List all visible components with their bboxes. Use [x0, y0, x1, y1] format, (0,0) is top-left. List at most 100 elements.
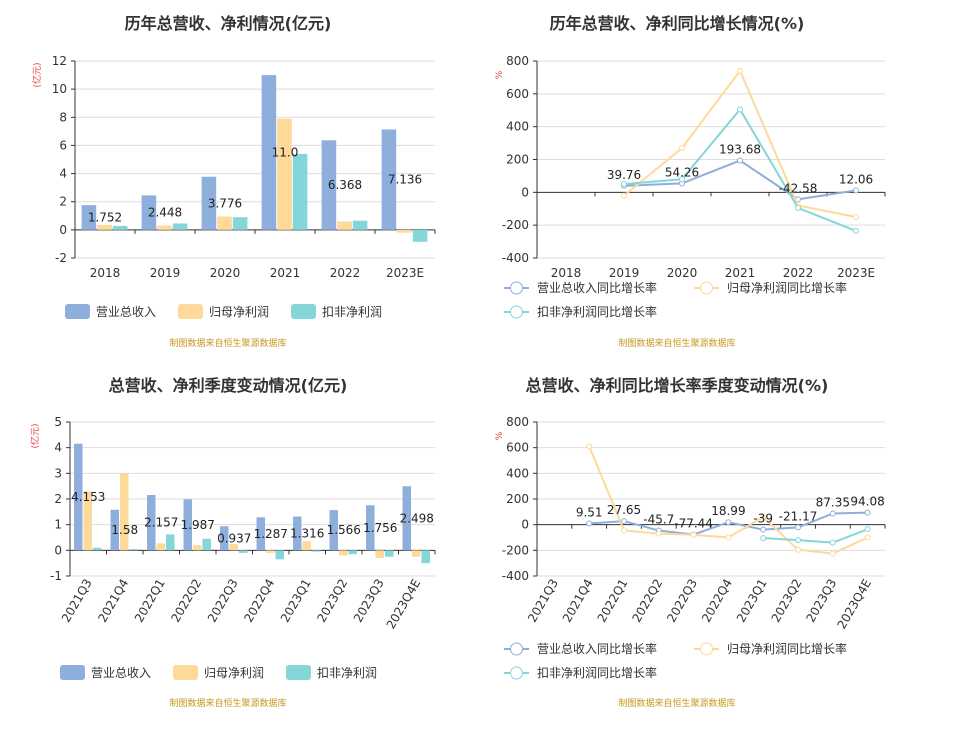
y-tick-label: 1 [54, 518, 62, 532]
legend-label-1: 营业总收入同比增长率 [537, 280, 657, 295]
series-point-1 [725, 519, 732, 526]
y-tick-label: 12 [52, 54, 67, 68]
series-point-2 [864, 534, 871, 541]
bar-1 [74, 443, 83, 551]
x-tick-label: 2022 [783, 266, 814, 280]
data-label: 39.76 [607, 168, 641, 182]
data-label: 2.498 [400, 511, 434, 525]
bar-1 [201, 176, 217, 230]
x-tick-label: 2021 [725, 266, 756, 280]
bar-3 [172, 223, 188, 230]
data-label: 2.448 [148, 206, 182, 220]
legend-swatch-2 [178, 304, 203, 319]
bar-2 [339, 550, 348, 556]
bar-1 [381, 129, 397, 230]
bar-2 [229, 543, 238, 551]
y-unit-label: (亿元) [31, 62, 43, 87]
data-label: 0.937 [217, 531, 251, 545]
series-point-3 [760, 535, 767, 542]
bar-1 [321, 140, 337, 230]
bar-1 [256, 517, 266, 551]
x-tick-label: 2021Q4 [560, 577, 596, 625]
bar-1 [293, 516, 302, 551]
data-label: 9.51 [576, 505, 603, 519]
data-label: 193.68 [719, 143, 761, 157]
bar-3 [352, 220, 368, 230]
series-point-2 [690, 531, 697, 538]
bar-1 [402, 486, 412, 551]
y-tick-label: 8 [59, 110, 67, 124]
legend-swatch-3 [291, 304, 316, 319]
data-label: -45.7 [643, 513, 674, 527]
y-tick-label: -400 [502, 251, 529, 265]
chart-title: 总营收、净利同比增长率季度变动情况(%) [526, 376, 829, 395]
x-tick-label: 2023Q3 [351, 577, 387, 625]
data-label: -42.58 [779, 181, 818, 195]
y-tick-label: 0 [59, 223, 67, 237]
data-label: 4.153 [71, 490, 105, 504]
x-tick-label: 2022Q4 [241, 577, 277, 625]
series-point-3 [737, 106, 743, 113]
data-label: 12.06 [839, 172, 873, 186]
y-tick-label: 2 [54, 492, 62, 506]
chart-panel-3: 总营收、净利季度变动情况(亿元) (亿元) -1 0 1 2 3 4 5 2021Q3 2021Q4… [29, 376, 436, 709]
data-label: 6.368 [328, 178, 362, 192]
bar-3 [412, 229, 428, 242]
series-point-1 [621, 518, 627, 525]
data-label: 54.26 [665, 165, 699, 179]
data-label: 27.65 [607, 503, 641, 517]
chart-title: 总营收、净利季度变动情况(亿元) [109, 376, 348, 395]
source-note: 制图数据来自恒生聚源数据库 [169, 697, 286, 709]
bar-1 [147, 494, 156, 551]
y-tick-label: 0 [521, 518, 529, 532]
y-tick-label: 0 [54, 543, 62, 557]
x-tick-label: 2021 [270, 266, 301, 280]
bar-3 [232, 217, 248, 230]
x-tick-label: 2023E [837, 266, 875, 280]
series-point-2 [829, 550, 836, 557]
data-label: 87.35 [816, 495, 850, 509]
legend-label-2: 归母净利润 [204, 666, 264, 680]
series-point-1 [586, 520, 593, 527]
legend-marker-2 [700, 642, 713, 656]
series-point-2 [621, 527, 627, 534]
y-unit-label: (亿元) [29, 423, 41, 448]
x-tick-label: 2022Q2 [629, 577, 665, 625]
data-label: 1.287 [254, 527, 288, 541]
data-label: -39 [753, 512, 773, 526]
data-label: 18.99 [711, 504, 745, 518]
bar-3 [348, 550, 357, 555]
legend-label-1: 营业总收入 [96, 305, 156, 319]
legend: 营业总收入 归母净利润 扣非净利润 [65, 304, 382, 319]
x-tick-label: 2021Q4 [95, 577, 131, 625]
bar-2 [375, 550, 384, 559]
x-tick-label: 2023Q4E [834, 577, 874, 632]
series-line-3 [623, 107, 857, 232]
y-tick-label: 3 [54, 466, 62, 480]
x-tick-label: 2019 [609, 266, 640, 280]
legend-swatch-2 [173, 665, 198, 680]
y-tick-label: 5 [54, 415, 62, 429]
legend-label-2: 归母净利润同比增长率 [727, 280, 847, 295]
chart-title: 历年总营收、净利情况(亿元) [125, 14, 332, 33]
y-tick-label: 4 [54, 441, 62, 455]
source-note: 制图数据来自恒生聚源数据库 [169, 337, 286, 349]
series-point-3 [621, 181, 627, 188]
series-point-3 [679, 176, 685, 183]
legend-marker-1 [510, 281, 523, 295]
y-tick-label: 200 [506, 153, 529, 167]
series-line-3 [763, 528, 868, 544]
data-label: 2.157 [144, 516, 178, 530]
bar-3 [92, 547, 102, 551]
x-tick-label: 2023Q2 [769, 577, 805, 625]
bar-3 [384, 550, 394, 557]
y-tick-label: -400 [502, 569, 529, 583]
bar-2 [337, 221, 352, 230]
series-point-3 [829, 539, 836, 546]
chart-panel-4: 总营收、净利同比增长率季度变动情况(%)% -400 -200 0 200 400 600 8… [495, 376, 886, 709]
y-tick-label: 4 [59, 167, 67, 181]
y-unit-label: % [495, 431, 505, 440]
x-tick-label: 2022Q4 [699, 577, 735, 625]
